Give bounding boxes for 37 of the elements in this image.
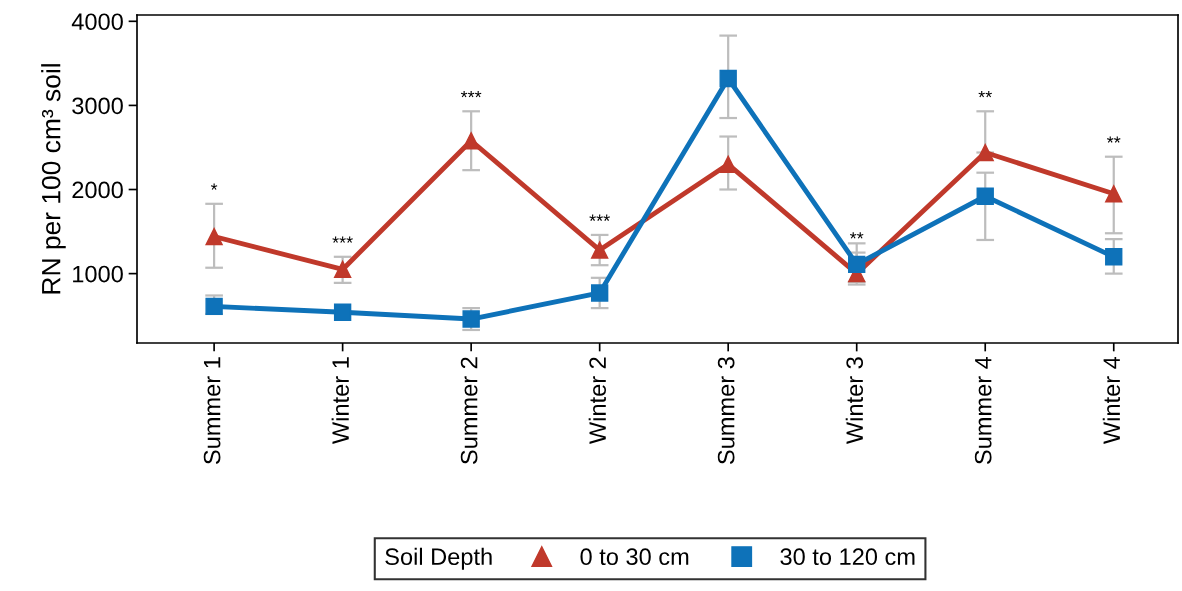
point bbox=[590, 284, 609, 302]
point bbox=[976, 143, 994, 162]
data-label: *** bbox=[589, 214, 610, 221]
x-tick-label: Winter 1 bbox=[331, 357, 349, 444]
x-tick-label: Summer 3 bbox=[717, 357, 735, 465]
legend-title: Soil Depth bbox=[385, 547, 492, 570]
data-label: ** bbox=[978, 90, 992, 98]
legend-label: 0 to 30 cm bbox=[580, 548, 689, 566]
x-tick-label: Summer 4 bbox=[974, 356, 992, 465]
data-label: ** bbox=[849, 232, 864, 239]
point bbox=[205, 227, 223, 246]
point bbox=[848, 255, 866, 274]
x-tick-label: Winter 2 bbox=[588, 357, 606, 444]
y-tick-label: 1000 bbox=[73, 265, 123, 283]
data-label: *** bbox=[332, 236, 353, 243]
point bbox=[462, 132, 480, 150]
point bbox=[333, 260, 352, 279]
y-tick-label: 3000 bbox=[72, 97, 123, 115]
y-tick-label: 2000 bbox=[72, 181, 123, 199]
point bbox=[590, 241, 609, 259]
y-tick-label: 4000 bbox=[71, 13, 123, 31]
point bbox=[1105, 185, 1123, 203]
point bbox=[719, 69, 737, 88]
x-tick-label: Winter 3 bbox=[845, 357, 864, 444]
y-axis-title: RN per 100 cm³ soil bbox=[41, 64, 66, 294]
x-tick-label: Summer 1 bbox=[203, 357, 221, 465]
data-label: * bbox=[210, 183, 218, 190]
x-tick-label: Winter 4 bbox=[1102, 356, 1121, 444]
x-tick-label: Summer 2 bbox=[460, 357, 478, 465]
legend-label: 30 to 120 cm bbox=[780, 548, 915, 566]
data-label: ** bbox=[1107, 136, 1121, 143]
point bbox=[333, 303, 352, 321]
data-label: *** bbox=[460, 90, 482, 98]
point bbox=[976, 187, 994, 205]
point bbox=[462, 310, 480, 328]
point bbox=[1105, 248, 1123, 266]
point bbox=[719, 155, 737, 173]
